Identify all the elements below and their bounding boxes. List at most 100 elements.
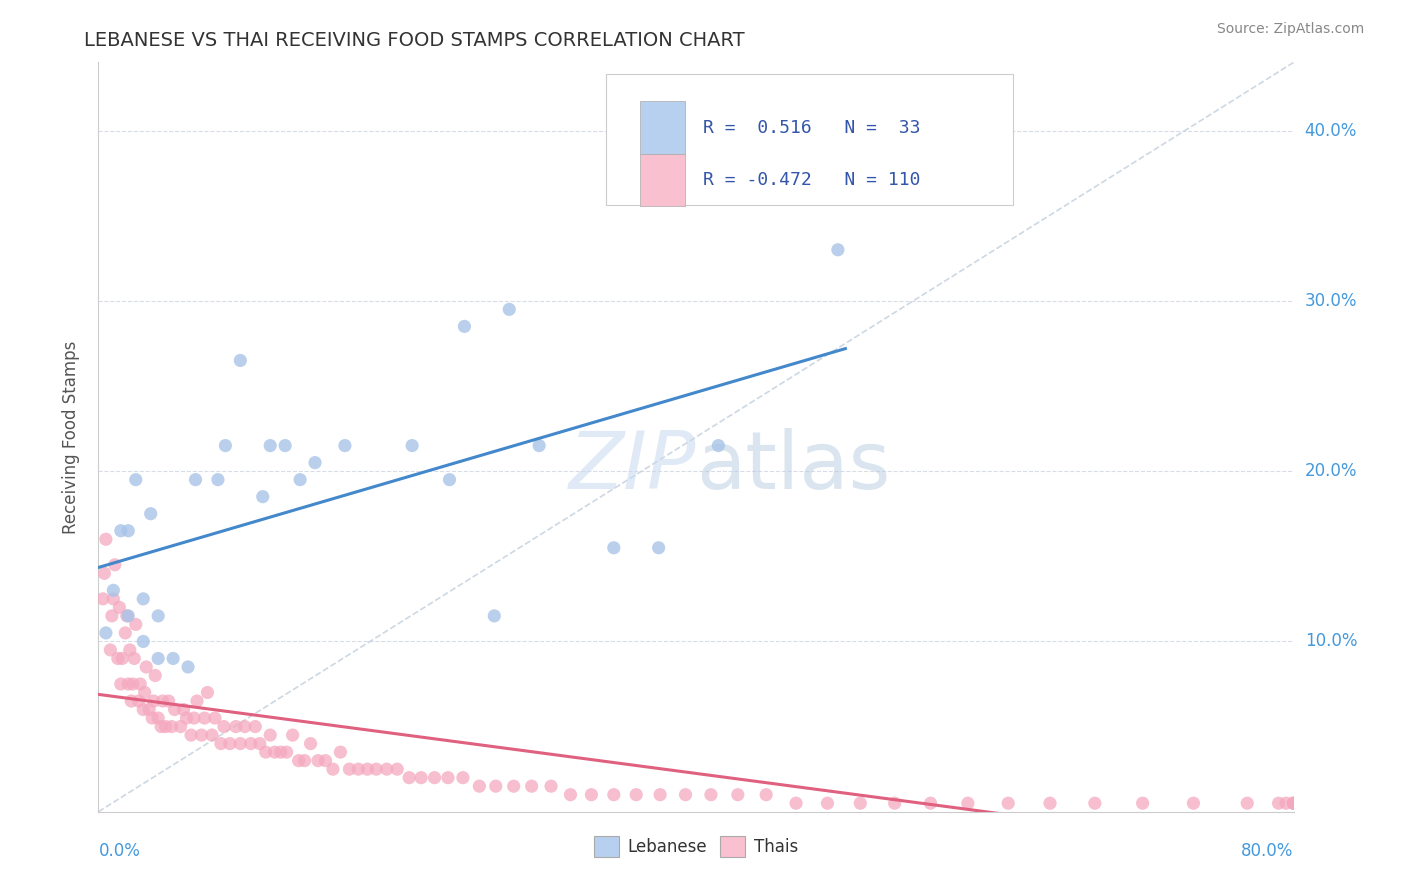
Point — [132, 591, 155, 606]
Point — [307, 754, 329, 768]
Point — [150, 720, 173, 734]
Point — [276, 745, 298, 759]
Point — [108, 600, 131, 615]
Point — [148, 651, 170, 665]
Point — [124, 651, 146, 665]
Point — [411, 771, 433, 785]
Point — [920, 796, 942, 810]
Text: LEBANESE VS THAI RECEIVING FOOD STAMPS CORRELATION CHART: LEBANESE VS THAI RECEIVING FOOD STAMPS C… — [84, 31, 745, 50]
Point — [229, 353, 252, 368]
Point — [176, 711, 198, 725]
Point — [540, 779, 562, 793]
Point — [94, 626, 117, 640]
Point — [128, 694, 150, 708]
Point — [439, 473, 461, 487]
Point — [125, 473, 148, 487]
Point — [180, 728, 202, 742]
Point — [107, 651, 129, 665]
Point — [453, 319, 475, 334]
Point — [110, 677, 132, 691]
Point — [329, 745, 352, 759]
Point — [468, 779, 491, 793]
Point — [259, 439, 281, 453]
Point — [347, 762, 370, 776]
Point — [502, 779, 524, 793]
Point — [997, 796, 1019, 810]
Point — [233, 720, 256, 734]
Point — [135, 660, 157, 674]
Point — [204, 711, 226, 725]
Point — [700, 788, 723, 802]
Point — [98, 643, 122, 657]
Point — [603, 788, 626, 802]
Point — [1236, 796, 1258, 810]
Point — [184, 473, 207, 487]
Point — [1282, 796, 1305, 810]
Point — [101, 608, 124, 623]
Point — [183, 711, 205, 725]
Point — [527, 439, 550, 453]
Point — [339, 762, 361, 776]
Point — [142, 694, 165, 708]
Point — [117, 677, 139, 691]
Point — [132, 702, 155, 716]
Point — [91, 591, 114, 606]
Point — [148, 711, 170, 725]
Legend: Lebanese, Thais: Lebanese, Thais — [588, 830, 804, 863]
Point — [120, 694, 142, 708]
Point — [626, 788, 648, 802]
Point — [366, 762, 388, 776]
Point — [755, 788, 778, 802]
Point — [117, 608, 139, 623]
Point — [125, 617, 148, 632]
Point — [121, 677, 143, 691]
Point — [94, 533, 117, 547]
Text: 10.0%: 10.0% — [1305, 632, 1357, 650]
Point — [148, 608, 170, 623]
Point — [1267, 796, 1289, 810]
Point — [883, 796, 905, 810]
Point — [207, 473, 229, 487]
Point — [103, 591, 125, 606]
Point — [675, 788, 697, 802]
Point — [1282, 796, 1305, 810]
Point — [385, 762, 409, 776]
Point — [281, 728, 304, 742]
Point — [1275, 796, 1298, 810]
Point — [1084, 796, 1107, 810]
Point — [152, 694, 174, 708]
Text: 30.0%: 30.0% — [1305, 292, 1357, 310]
Point — [110, 524, 132, 538]
Point — [201, 728, 224, 742]
Point — [520, 779, 543, 793]
Text: 0.0%: 0.0% — [98, 842, 141, 860]
Point — [229, 737, 252, 751]
Point — [304, 456, 326, 470]
Point — [173, 702, 195, 716]
Point — [104, 558, 127, 572]
Point — [827, 243, 849, 257]
Point — [111, 651, 134, 665]
Point — [138, 702, 160, 716]
Point — [117, 524, 139, 538]
Text: R = -0.472   N = 110: R = -0.472 N = 110 — [703, 171, 921, 189]
Point — [815, 796, 838, 810]
Point — [134, 685, 156, 699]
Point — [375, 762, 398, 776]
Point — [169, 720, 191, 734]
Text: 40.0%: 40.0% — [1305, 121, 1357, 139]
Point — [650, 788, 672, 802]
Point — [398, 771, 420, 785]
Point — [163, 702, 186, 716]
Point — [485, 779, 508, 793]
Point — [193, 711, 215, 725]
Point — [245, 720, 267, 734]
Point — [294, 754, 316, 768]
Point — [103, 583, 125, 598]
FancyBboxPatch shape — [606, 74, 1012, 205]
Point — [197, 685, 219, 699]
Point — [252, 490, 274, 504]
Point — [209, 737, 232, 751]
Y-axis label: Receiving Food Stamps: Receiving Food Stamps — [62, 341, 80, 533]
Point — [299, 737, 322, 751]
